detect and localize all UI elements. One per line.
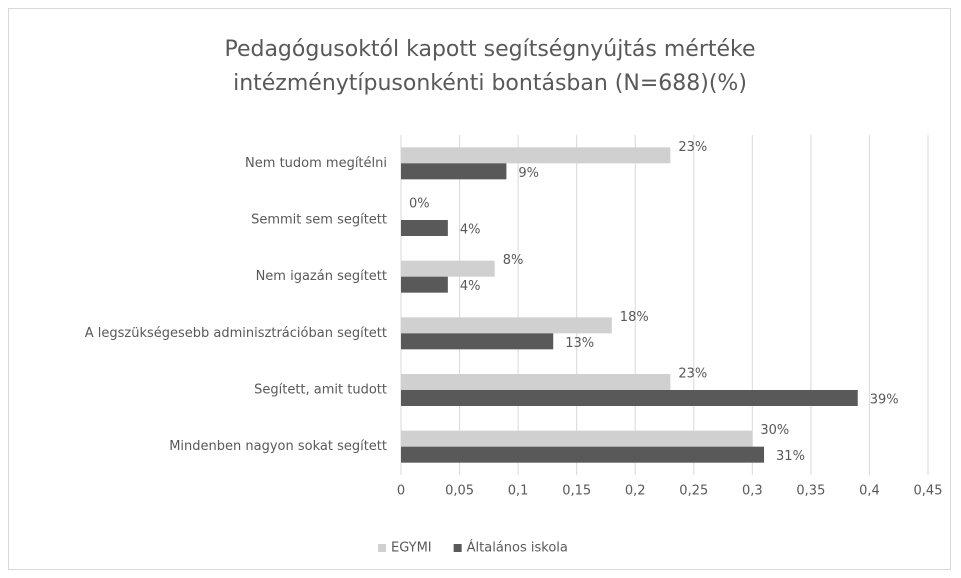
bar — [401, 276, 448, 293]
x-tick-label: 0,1 — [508, 484, 529, 499]
bar — [401, 374, 671, 390]
y-tick-label: A legszükségesebb adminisztrációban segí… — [85, 326, 387, 341]
data-label: 13% — [565, 336, 594, 351]
bar — [401, 446, 765, 463]
data-label: 39% — [870, 393, 899, 408]
legend-swatch — [453, 544, 462, 552]
chart-title: Pedagógusoktól kapott segítségnyújtás mé… — [224, 37, 755, 62]
data-label: 23% — [678, 140, 707, 155]
x-tick-label: 0,25 — [679, 484, 708, 499]
y-tick-label: Nem tudom megítélni — [245, 156, 387, 171]
data-label: 31% — [776, 449, 805, 464]
data-label: 8% — [503, 253, 524, 268]
bar — [401, 317, 612, 334]
data-label: 4% — [460, 279, 481, 294]
y-tick-label: Mindenben nagyon sokat segített — [169, 439, 387, 454]
legend-label: EGYMI — [391, 541, 432, 556]
bar — [401, 430, 753, 447]
chart-title: intézménytípusonkénti bontásban (N=688)(… — [233, 71, 747, 96]
bar — [401, 220, 448, 236]
bar — [401, 390, 858, 406]
chart-frame — [8, 8, 951, 570]
y-tick-label: Semmit sem segített — [251, 213, 387, 228]
data-label: 4% — [460, 223, 481, 238]
y-tick-label: Segített, amit tudott — [254, 383, 387, 398]
bar — [401, 333, 554, 350]
x-tick-label: 0,45 — [914, 484, 943, 499]
data-label: 0% — [409, 197, 430, 212]
data-label: 23% — [678, 367, 707, 382]
x-tick-label: 0,05 — [445, 484, 474, 499]
bar — [401, 260, 495, 277]
data-label: 9% — [518, 166, 539, 181]
data-label: 18% — [620, 310, 649, 325]
x-tick-label: 0,15 — [562, 484, 591, 499]
bar — [401, 163, 507, 180]
x-tick-label: 0,35 — [796, 484, 825, 499]
x-tick-label: 0 — [397, 484, 405, 499]
data-label: 30% — [760, 423, 789, 438]
x-tick-label: 0,2 — [625, 484, 646, 499]
x-tick-label: 0,3 — [742, 484, 763, 499]
legend-swatch — [378, 544, 386, 552]
bar — [401, 147, 671, 164]
y-tick-label: Nem igazán segített — [256, 269, 387, 284]
x-tick-label: 0,4 — [859, 484, 880, 499]
legend-label: Általános iskola — [467, 540, 568, 556]
